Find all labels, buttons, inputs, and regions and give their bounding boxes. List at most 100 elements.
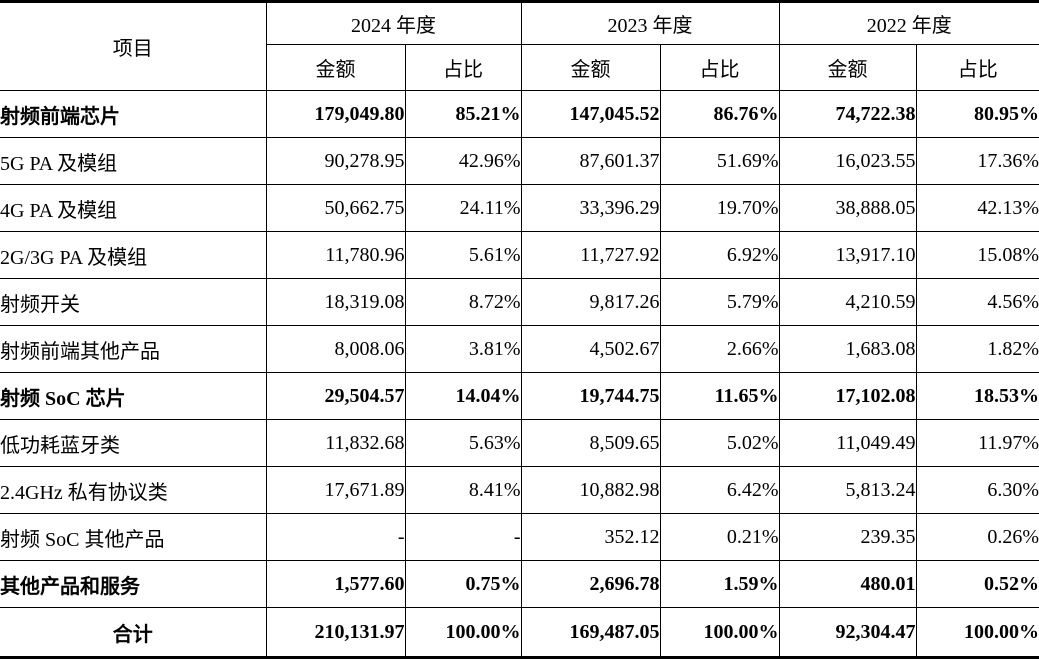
share-cell: 100.00% <box>404 607 522 658</box>
amount-cell: 29,504.57 <box>265 372 406 420</box>
row-label: 射频前端其他产品 <box>0 325 267 373</box>
table-row: 其他产品和服务 1,577.60 0.75% 2,696.78 1.59% 480.01 0… <box>0 560 1039 608</box>
amount-cell: 480.01 <box>778 560 917 608</box>
amount-cell: 13,917.10 <box>778 231 917 279</box>
table-body: 射频前端芯片 179,049.80 85.21% 147,045.52 86.76% 74… <box>0 90 1039 658</box>
amount-cell: 147,045.52 <box>520 90 661 138</box>
amount-cell: 17,102.08 <box>778 372 917 420</box>
share-cell: 11.97% <box>915 419 1039 467</box>
amount-cell: 18,319.08 <box>265 278 406 326</box>
amount-cell: - <box>265 513 406 561</box>
row-label: 射频 SoC 芯片 <box>0 372 267 420</box>
table-row: 2G/3G PA 及模组 11,780.96 5.61% 11,727.92 6.92%… <box>0 231 1039 279</box>
row-label: 射频 SoC 其他产品 <box>0 513 267 561</box>
share-cell: 42.96% <box>404 137 522 185</box>
amount-cell: 8,509.65 <box>520 419 661 467</box>
share-cell: - <box>404 513 522 561</box>
share-cell: 11.65% <box>659 372 780 420</box>
table-row: 合计 210,131.97 100.00% 169,487.05 100.00% 92,3… <box>0 607 1039 658</box>
amount-cell: 11,727.92 <box>520 231 661 279</box>
amount-cell: 179,049.80 <box>265 90 406 138</box>
share-cell: 6.42% <box>659 466 780 514</box>
amount-cell: 4,502.67 <box>520 325 661 373</box>
amount-cell: 33,396.29 <box>520 184 661 232</box>
share-cell: 17.36% <box>915 137 1039 185</box>
share-cell: 5.79% <box>659 278 780 326</box>
table-header: 项目 2024 年度 2023 年度 2022 年度 金额 占比 金额 占比 金… <box>0 1 1039 91</box>
amount-cell: 4,210.59 <box>778 278 917 326</box>
amount-cell: 1,577.60 <box>265 560 406 608</box>
table-row: 5G PA 及模组 90,278.95 42.96% 87,601.37 51.69% 1… <box>0 137 1039 185</box>
share-cell: 0.52% <box>915 560 1039 608</box>
column-header-share-2024: 占比 <box>404 44 522 91</box>
table-row: 射频前端芯片 179,049.80 85.21% 147,045.52 86.76% 74… <box>0 90 1039 138</box>
row-label: 低功耗蓝牙类 <box>0 419 267 467</box>
share-cell: 0.75% <box>404 560 522 608</box>
share-cell: 5.61% <box>404 231 522 279</box>
share-cell: 15.08% <box>915 231 1039 279</box>
amount-cell: 11,049.49 <box>778 419 917 467</box>
amount-cell: 210,131.97 <box>265 607 406 658</box>
row-label: 4G PA 及模组 <box>0 184 267 232</box>
table-row: 低功耗蓝牙类 11,832.68 5.63% 8,509.65 5.02% 11,049.… <box>0 419 1039 467</box>
amount-cell: 5,813.24 <box>778 466 917 514</box>
amount-cell: 16,023.55 <box>778 137 917 185</box>
table-row: 射频开关 18,319.08 8.72% 9,817.26 5.79% 4,210.59 4… <box>0 278 1039 326</box>
share-cell: 4.56% <box>915 278 1039 326</box>
column-header-share-2023: 占比 <box>659 44 780 91</box>
column-header-year-2023: 2023 年度 <box>520 1 780 45</box>
share-cell: 18.53% <box>915 372 1039 420</box>
share-cell: 85.21% <box>404 90 522 138</box>
table-row: 射频前端其他产品 8,008.06 3.81% 4,502.67 2.66% 1,683.… <box>0 325 1039 373</box>
amount-cell: 1,683.08 <box>778 325 917 373</box>
column-header-amount-2024: 金额 <box>266 44 406 91</box>
table-row: 射频 SoC 芯片 29,504.57 14.04% 19,744.75 11.65% 1… <box>0 372 1039 420</box>
share-cell: 6.30% <box>915 466 1039 514</box>
share-cell: 86.76% <box>659 90 780 138</box>
amount-cell: 239.35 <box>778 513 917 561</box>
share-cell: 5.02% <box>659 419 780 467</box>
amount-cell: 17,671.89 <box>265 466 406 514</box>
amount-cell: 2,696.78 <box>520 560 661 608</box>
column-header-amount-2022: 金额 <box>778 44 917 91</box>
amount-cell: 11,832.68 <box>265 419 406 467</box>
share-cell: 24.11% <box>404 184 522 232</box>
row-label: 合计 <box>0 607 267 658</box>
column-header-year-2022: 2022 年度 <box>778 1 1039 45</box>
amount-cell: 38,888.05 <box>778 184 917 232</box>
share-cell: 5.63% <box>404 419 522 467</box>
amount-cell: 74,722.38 <box>778 90 917 138</box>
column-header-share-2022: 占比 <box>915 44 1039 91</box>
share-cell: 42.13% <box>915 184 1039 232</box>
row-label: 2G/3G PA 及模组 <box>0 231 267 279</box>
share-cell: 51.69% <box>659 137 780 185</box>
share-cell: 100.00% <box>915 607 1039 658</box>
amount-cell: 92,304.47 <box>778 607 917 658</box>
column-header-year-2024: 2024 年度 <box>265 1 522 45</box>
row-label: 5G PA 及模组 <box>0 137 267 185</box>
share-cell: 0.26% <box>915 513 1039 561</box>
share-cell: 0.21% <box>659 513 780 561</box>
amount-cell: 19,744.75 <box>520 372 661 420</box>
share-cell: 80.95% <box>915 90 1039 138</box>
row-label: 射频开关 <box>0 278 267 326</box>
share-cell: 8.72% <box>404 278 522 326</box>
share-cell: 3.81% <box>404 325 522 373</box>
share-cell: 14.04% <box>404 372 522 420</box>
amount-cell: 90,278.95 <box>265 137 406 185</box>
table-row: 射频 SoC 其他产品 - -352.12 0.21% 239.35 0.26% <box>0 513 1039 561</box>
amount-cell: 9,817.26 <box>520 278 661 326</box>
row-label: 其他产品和服务 <box>0 560 267 608</box>
share-cell: 19.70% <box>659 184 780 232</box>
column-header-item: 项目 <box>0 1 267 91</box>
share-cell: 1.82% <box>915 325 1039 373</box>
share-cell: 2.66% <box>659 325 780 373</box>
amount-cell: 11,780.96 <box>265 231 406 279</box>
table-row: 4G PA 及模组 50,662.75 24.11% 33,396.29 19.70% 3… <box>0 184 1039 232</box>
amount-cell: 169,487.05 <box>520 607 661 658</box>
share-cell: 100.00% <box>659 607 780 658</box>
amount-cell: 352.12 <box>520 513 661 561</box>
table-row: 2.4GHz 私有协议类 17,671.89 8.41% 10,882.98 6.42%… <box>0 466 1039 514</box>
row-label: 2.4GHz 私有协议类 <box>0 466 267 514</box>
